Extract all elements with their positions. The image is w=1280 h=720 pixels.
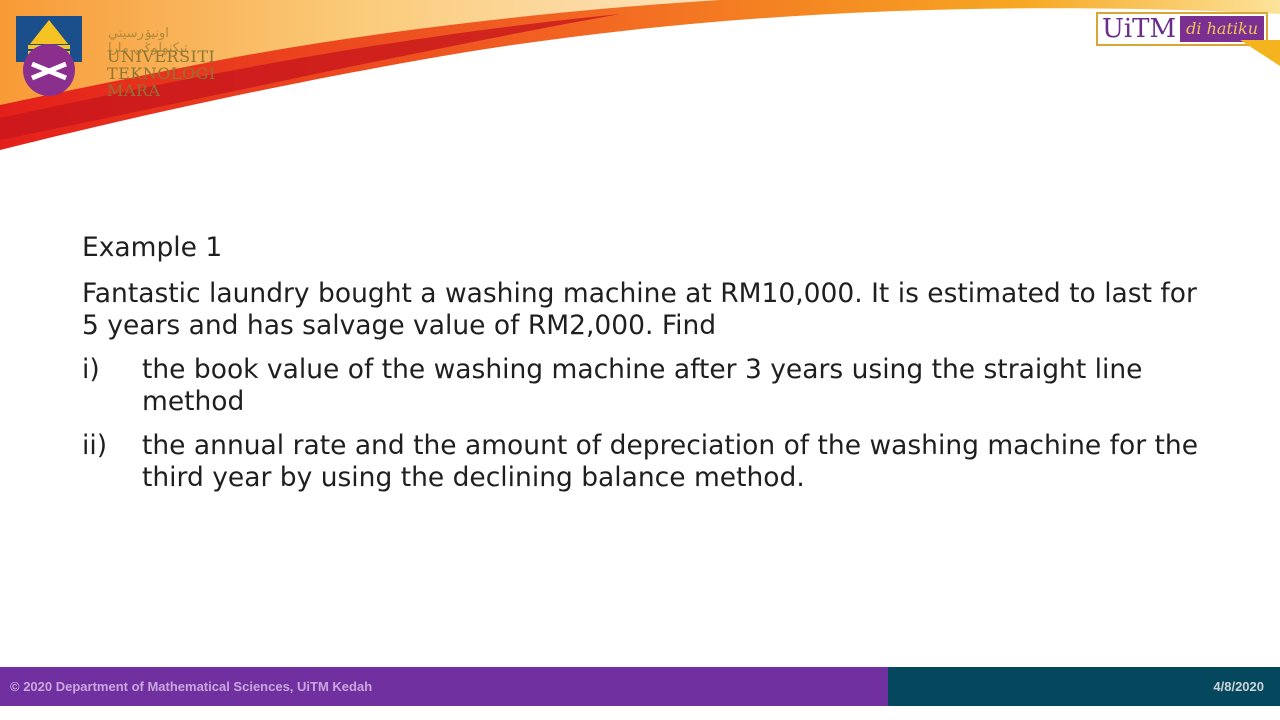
slide-content: Example 1 Fantastic laundry bought a was… [82,232,1212,506]
footer-copyright: © 2020 Department of Mathematical Scienc… [0,667,888,706]
uitm-logo: اونيۏرسيتي تيكنولوݢي مارا UNIVERSITI TEK… [12,12,222,102]
list-item-number: ii) [82,430,108,461]
uitm-di-hatiku-tag: UiTM di hatiku [1095,12,1268,46]
logo-jawi-text: اونيۏرسيتي تيكنولوݢي مارا [108,26,188,56]
footer-bar: © 2020 Department of Mathematical Scienc… [0,667,1280,706]
logo-line-1: UNIVERSITI [107,47,216,66]
corner-triangle [1240,40,1280,66]
list-item: ii) the annual rate and the amount of de… [82,430,1212,494]
footer-date: 4/8/2020 [888,667,1280,706]
problem-statement: Fantastic laundry bought a washing machi… [82,278,1197,341]
logo-wordmark: UNIVERSITI TEKNOLOGI MARA [107,48,216,99]
list-item: i) the book value of the washing machine… [82,354,1212,418]
university-crest-icon [16,16,82,96]
tag-brand: UiTM [1101,14,1177,44]
list-item-text: the book value of the washing machine af… [142,354,1143,417]
tag-slogan: di hatiku [1180,16,1264,42]
list-item-number: i) [82,354,100,385]
slide-heading: Example 1 [82,232,223,263]
logo-line-3: MARA [107,81,161,100]
logo-line-2: TEKNOLOGI [107,64,216,83]
top-banner-swoosh [0,0,1280,150]
list-item-text: the annual rate and the amount of deprec… [142,430,1199,493]
